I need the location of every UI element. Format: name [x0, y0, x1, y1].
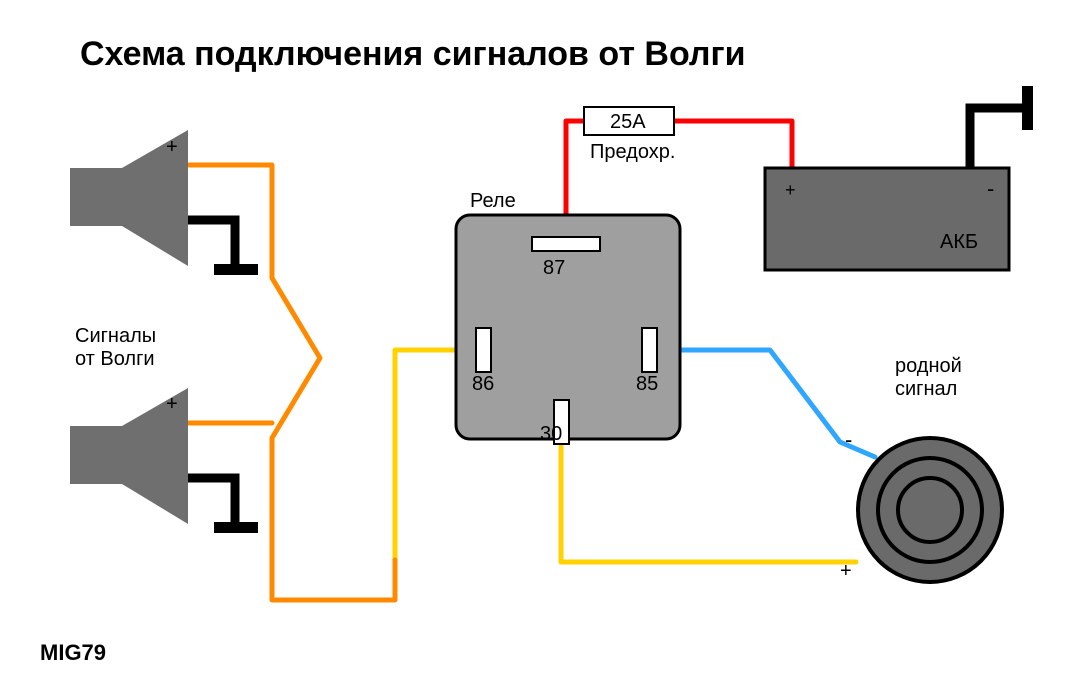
speaker-1-ground-plate — [214, 264, 258, 275]
label-pin85: 85 — [636, 373, 658, 395]
label-plus_spk1: + — [166, 136, 178, 158]
label-minus_bat: - — [987, 176, 994, 201]
battery — [765, 168, 1009, 270]
wiring-diagram: Схема подключения сигналов от Волги MIG79… — [0, 0, 1078, 699]
relay-pin-87 — [532, 237, 600, 251]
speaker-2-ground-plate — [214, 522, 258, 533]
label-stock: роднойсигнал — [895, 355, 962, 400]
label-pin87: 87 — [543, 257, 565, 279]
watermark: MIG79 — [40, 640, 106, 665]
label-plus_spk2: + — [166, 393, 178, 415]
diagram-title: Схема подключения сигналов от Волги — [80, 35, 746, 73]
label-pin86: 86 — [472, 373, 494, 395]
label-plus_bat: + — [785, 180, 796, 200]
battery-ground-plate — [1022, 86, 1033, 130]
label-pin30: 30 — [540, 423, 562, 445]
label-battery: АКБ — [940, 231, 978, 253]
stock-horn — [858, 438, 1002, 582]
label-signals: Cигналыот Волги — [75, 325, 156, 370]
relay-pin-85 — [642, 328, 657, 372]
label-fuse_lbl: Предохр. — [590, 141, 675, 163]
label-fuse_val: 25А — [610, 111, 646, 133]
relay-pin-86 — [476, 328, 491, 372]
label-plus_horn: + — [840, 560, 852, 582]
label-relay: Реле — [470, 190, 516, 212]
label-minus_horn: - — [845, 427, 852, 452]
